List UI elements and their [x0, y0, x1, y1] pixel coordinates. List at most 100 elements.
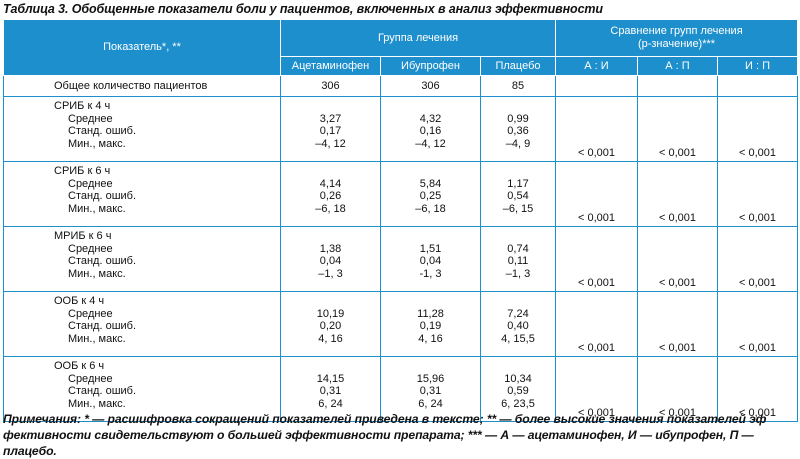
- table-body: Общее количество пациентов 306 306 85 СР…: [3, 75, 799, 422]
- p-value-cell-i-p: < 0,001: [716, 96, 799, 162]
- statistic-label: Мин., макс.: [68, 397, 126, 410]
- p-value-cell-i-p: < 0,001: [716, 356, 799, 422]
- value-placebo: 6, 23,5: [501, 397, 535, 410]
- indicator-title: СРИБ к 4 ч: [54, 100, 111, 112]
- value-ibuprofen: 0,31: [419, 385, 442, 398]
- value-ibuprofen: 6, 24: [418, 397, 443, 410]
- value-cell-acetaminophen: 3,27 0,17 –4, 12: [280, 96, 381, 162]
- spacer-line: [481, 295, 555, 308]
- total-empty-cell: [716, 75, 799, 97]
- statistic-label: Станд. ошиб.: [68, 190, 137, 203]
- indicator-title: ООБ к 4 ч: [54, 295, 105, 307]
- value-placebo: 0,36: [507, 125, 529, 138]
- pain-indicators-table: Показатель*, ** Группа лечения Сравнение…: [3, 19, 799, 422]
- total-empty-cell: [555, 75, 638, 97]
- value-ibuprofen: 15,96: [416, 372, 445, 385]
- table-header: Показатель*, ** Группа лечения Сравнение…: [3, 19, 799, 76]
- indicator-block-row: СРИБ к 6 ч Среднее Станд. ошиб. Мин., макс.…: [3, 161, 799, 227]
- value-cell-acetaminophen: 10,19 0,20 4, 16: [280, 291, 381, 357]
- statistic-label: Мин., макс.: [68, 267, 126, 280]
- value-ibuprofen: -1, 3: [419, 267, 442, 280]
- value-cell-acetaminophen: 14,15 0,31 6, 24: [280, 356, 381, 422]
- indicator-title: ООБ к 6 ч: [54, 360, 105, 372]
- value-placebo: –1, 3: [505, 267, 531, 280]
- indicator-block-row: ООБ к 6 ч Среднее Станд. ошиб. Мин., макс. 1…: [3, 356, 799, 422]
- indicator-block-row: ООБ к 4 ч Среднее Станд. ошиб. Мин., макс. 1…: [3, 291, 799, 357]
- indicator-label-cell: МРИБ к 6 ч Среднее Станд. ошиб. Мин., макс.: [3, 226, 281, 292]
- comparison-header-line2: (p-значение)***: [637, 38, 716, 50]
- value-acetaminophen: 0,26: [319, 190, 342, 203]
- value-acetaminophen: 4, 16: [318, 332, 343, 345]
- value-placebo: 4, 15,5: [501, 332, 535, 345]
- comparison-header-a-i: А : И: [555, 56, 638, 76]
- p-value-cell-i-p: < 0,001: [716, 226, 799, 292]
- p-value-a-i: < 0,001: [577, 147, 615, 160]
- p-value-a-i: < 0,001: [577, 407, 615, 420]
- total-placebo: 85: [480, 75, 556, 97]
- p-value-a-i: < 0,001: [577, 342, 615, 355]
- value-cell-ibuprofen: 4,32 0,16 –4, 12: [380, 96, 481, 162]
- p-value-a-i: < 0,001: [577, 212, 615, 225]
- value-placebo: –6, 15: [502, 202, 534, 215]
- spacer-line: [281, 295, 380, 308]
- value-placebo: 10,34: [504, 372, 532, 385]
- spacer-line: [481, 165, 555, 178]
- value-ibuprofen: 0,25: [419, 190, 442, 203]
- statistic-label: Станд. ошиб.: [68, 125, 137, 138]
- statistic-label: Среднее: [68, 177, 113, 190]
- value-ibuprofen: –6, 18: [415, 202, 446, 215]
- comparison-header: Сравнение групп лечения (p-значение)***: [554, 19, 799, 57]
- p-value-cell-a-p: < 0,001: [637, 291, 718, 357]
- p-value-cell-a-p: < 0,001: [637, 226, 718, 292]
- value-acetaminophen: 0,04: [319, 255, 342, 268]
- value-ibuprofen: 0,04: [419, 255, 442, 268]
- value-acetaminophen: 0,31: [319, 385, 342, 398]
- p-value-i-p: < 0,001: [739, 277, 777, 290]
- p-value-cell-a-i: < 0,001: [555, 291, 638, 357]
- statistic-label: Среднее: [68, 112, 113, 125]
- p-value-a-p: < 0,001: [658, 342, 696, 355]
- spacer-line: [381, 360, 480, 373]
- comparison-header-a-p: А : П: [637, 56, 718, 76]
- comparison-header-line1: Сравнение групп лечения: [610, 25, 743, 37]
- statistic-label: Мин., макс.: [68, 202, 126, 215]
- group-header-acetaminophen: Ацетаминофен: [280, 56, 381, 76]
- value-cell-placebo: 1,17 0,54 –6, 15: [480, 161, 556, 227]
- p-value-a-p: < 0,001: [658, 212, 696, 225]
- spacer-line: [481, 100, 555, 113]
- treatment-group-header: Группа лечения: [280, 19, 556, 57]
- spacer-line: [381, 165, 480, 178]
- value-cell-ibuprofen: 1,51 0,04 -1, 3: [380, 226, 481, 292]
- value-acetaminophen: 6, 24: [318, 397, 343, 410]
- value-placebo: –4, 9: [505, 137, 531, 150]
- value-placebo: 0,40: [507, 320, 529, 333]
- statistic-label: Станд. ошиб.: [68, 255, 137, 268]
- value-acetaminophen: 10,19: [316, 307, 345, 320]
- p-value-cell-a-p: < 0,001: [637, 161, 718, 227]
- total-ibuprofen: 306: [380, 75, 481, 97]
- p-value-a-p: < 0,001: [658, 407, 696, 420]
- p-value-a-i: < 0,001: [577, 277, 615, 290]
- spacer-line: [281, 100, 380, 113]
- comparison-header-i-p: И : П: [716, 56, 799, 76]
- p-value-i-p: < 0,001: [739, 342, 777, 355]
- p-value-cell-i-p: < 0,001: [716, 291, 799, 357]
- indicator-label-cell: ООБ к 4 ч Среднее Станд. ошиб. Мин., макс.: [3, 291, 281, 357]
- value-ibuprofen: 11,28: [417, 307, 444, 320]
- value-cell-placebo: 0,99 0,36 –4, 9: [480, 96, 556, 162]
- value-acetaminophen: –6, 18: [315, 202, 346, 215]
- value-placebo: 0,74: [507, 242, 529, 255]
- p-value-cell-a-i: < 0,001: [555, 226, 638, 292]
- value-acetaminophen: 1,38: [319, 242, 342, 255]
- notes-line-1: Примечания: * — расшифровка сокращений п…: [3, 412, 767, 426]
- value-cell-acetaminophen: 1,38 0,04 –1, 3: [280, 226, 381, 292]
- value-placebo: 0,54: [507, 190, 529, 203]
- statistic-label: Мин., макс.: [68, 137, 126, 150]
- value-acetaminophen: –4, 12: [315, 137, 346, 150]
- value-cell-placebo: 7,24 0,40 4, 15,5: [480, 291, 556, 357]
- group-header-placebo: Плацебо: [480, 56, 556, 76]
- indicator-label-cell: СРИБ к 4 ч Среднее Станд. ошиб. Мин., макс.: [3, 96, 281, 162]
- p-value-i-p: < 0,001: [739, 212, 777, 225]
- p-value-cell-i-p: < 0,001: [716, 161, 799, 227]
- total-acetaminophen: 306: [280, 75, 381, 97]
